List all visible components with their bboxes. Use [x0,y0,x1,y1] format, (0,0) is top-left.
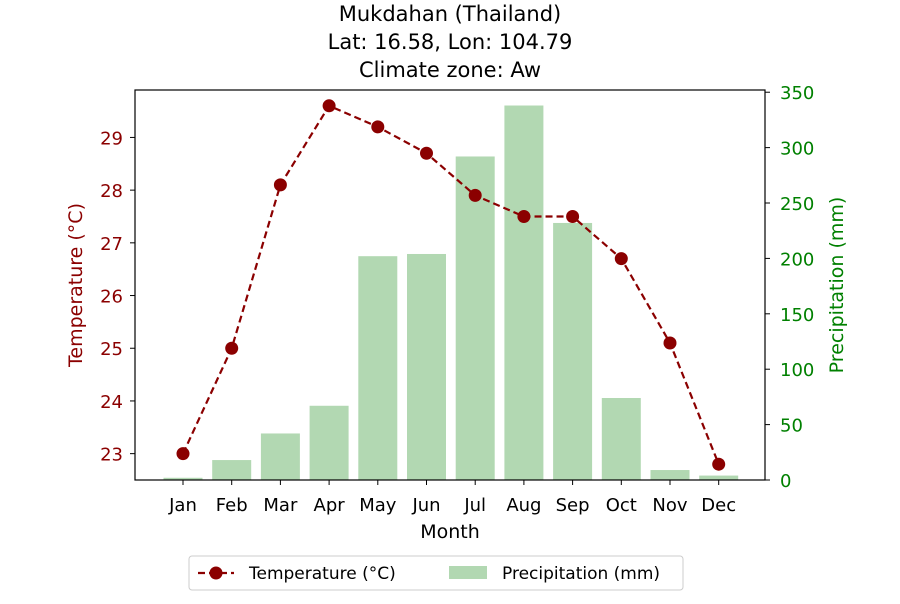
temperature-point-feb [225,341,239,355]
x-axis-label: Month [420,521,480,543]
right-tick-label: 300 [780,139,814,160]
x-tick-label: Aug [506,495,541,516]
plot-frame [134,89,766,481]
x-tick-label: May [359,495,397,516]
title-line-3: Climate zone: Aw [359,58,541,82]
precipitation-bar-nov [650,470,690,480]
temperature-point-jul [468,188,482,202]
left-tick-label: 26 [100,287,123,308]
legend-temperature-label: Temperature (°C) [248,564,396,584]
temperature-point-aug [517,209,531,223]
temperature-line [176,99,726,471]
precipitation-bar-feb [212,460,252,480]
precipitation-bars [163,105,739,481]
right-axis-label: Precipitation (mm) [826,197,848,374]
left-axis-ticks: 23 24 25 26 27 28 29 [100,128,135,466]
left-tick-label: 23 [100,445,123,466]
temperature-series-line [182,104,720,465]
precipitation-bar-oct [601,398,641,480]
legend-temperature-marker [209,566,223,580]
precipitation-bar-may [358,256,398,480]
x-tick-label: Dec [701,495,736,516]
temperature-point-sep [566,209,580,223]
legend-precipitation-swatch [449,566,487,579]
left-tick-label: 27 [100,234,123,255]
temperature-point-jan [176,447,190,461]
x-tick-label: Oct [606,495,637,516]
precipitation-bar-aug [504,105,544,481]
right-tick-label: 200 [780,249,814,270]
right-tick-label: 350 [780,83,814,104]
temperature-point-nov [663,336,677,350]
x-tick-label: Nov [652,495,687,516]
x-tick-label: Mar [263,495,298,516]
precipitation-bar-jan [163,477,203,480]
x-tick-label: Jan [168,495,197,516]
left-tick-label: 25 [100,339,123,360]
left-axis-label: Temperature (°C) [65,203,87,368]
precipitation-bar-jul [455,156,495,480]
precipitation-bar-dec [699,475,739,480]
right-axis-ticks: 0 50 100 150 200 250 300 350 [765,83,814,492]
title-line-2: Lat: 16.58, Lon: 104.79 [328,30,573,54]
title-line-1: Mukdahan (Thailand) [339,2,562,26]
legend: Temperature (°C) Precipitation (mm) [188,555,684,591]
right-tick-label: 150 [780,305,814,326]
precipitation-bar-sep [553,222,593,481]
precipitation-bar-mar [260,433,300,480]
x-tick-label: Jul [463,495,486,516]
legend-precipitation-label: Precipitation (mm) [502,564,660,584]
left-tick-label: 24 [100,392,123,413]
x-tick-label: Apr [314,495,346,516]
right-tick-label: 50 [780,416,803,437]
temperature-point-jun [420,146,433,160]
right-tick-label: 250 [780,194,814,215]
x-axis-ticks: Jan Feb Mar Apr May Jun Jul Aug Sep Oct Nov Dec [168,480,736,516]
chart-title: Mukdahan (Thailand) Lat: 16.58, Lon: 104… [328,2,573,82]
right-tick-label: 0 [780,471,791,492]
temperature-point-may [371,120,385,134]
left-tick-label: 29 [100,128,123,149]
temperature-point-mar [273,178,287,192]
precipitation-bar-jun [407,253,446,480]
temperature-point-dec [712,457,726,471]
temperature-point-apr [322,99,336,113]
temperature-point-oct [614,252,628,266]
x-tick-label: Feb [216,495,248,516]
x-tick-label: Jun [411,495,440,516]
x-tick-label: Sep [556,495,590,516]
legend-box [188,555,684,591]
left-tick-label: 28 [100,181,123,202]
precipitation-bar-apr [309,405,349,480]
right-tick-label: 100 [780,360,814,381]
